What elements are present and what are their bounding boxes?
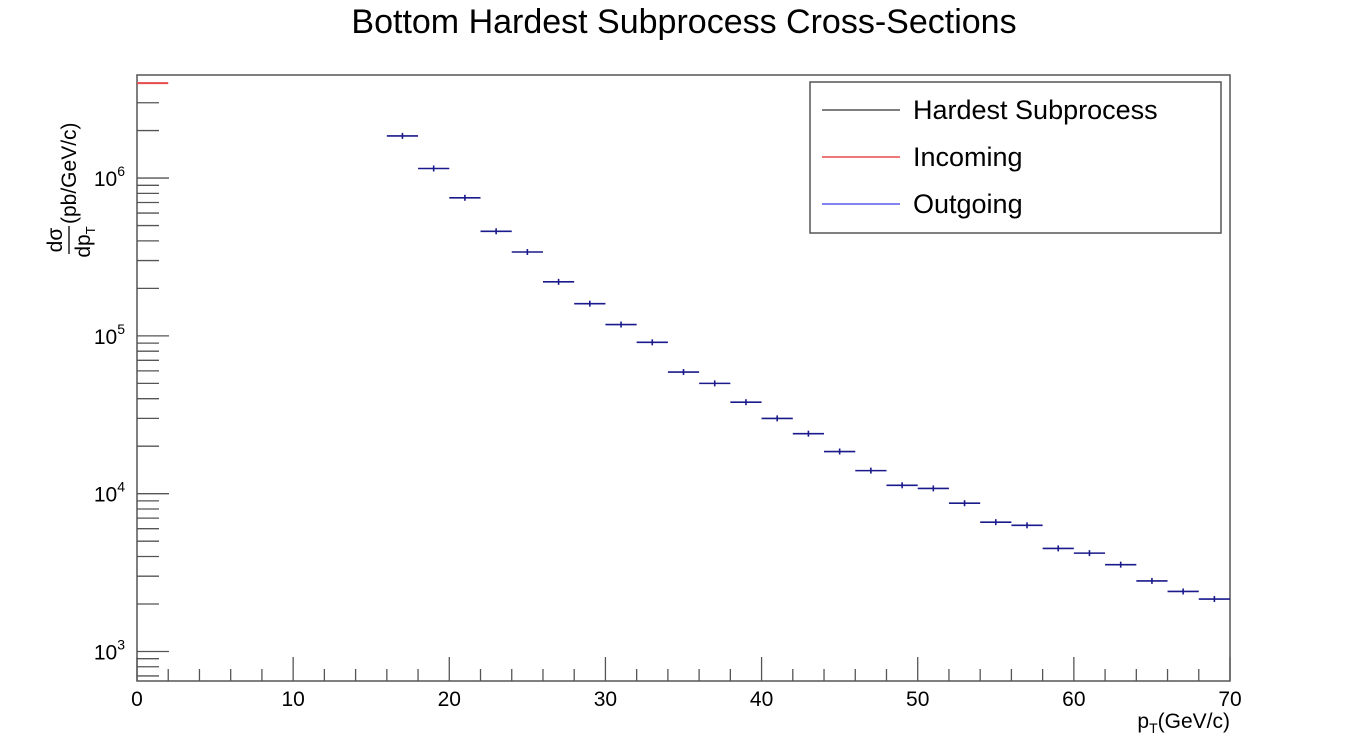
x-tick-label: 60 (1062, 688, 1085, 711)
x-axis-label: pT(GeV/c) (1137, 710, 1230, 736)
y-axis-label-numerator: dσ (44, 228, 67, 253)
x-axis-label-sub: T (1149, 720, 1158, 736)
x-tick-label: 40 (750, 688, 773, 711)
x-axis-label-main: p (1137, 710, 1149, 733)
y-tick-label: 104 (94, 479, 125, 507)
x-tick-label: 10 (281, 688, 304, 711)
plot-frame (136, 74, 1231, 682)
chart-title: Bottom Hardest Subprocess Cross-Sections (351, 3, 1016, 41)
y-axis-label-denominator: dpT (72, 226, 98, 257)
y-axis-label: dσ dpT (pb/GeV/c) (44, 122, 98, 257)
legend-entry-label: Incoming (913, 142, 1023, 172)
plot-area (136, 74, 1231, 682)
legend: Hardest Subprocess Incoming Outgoing (809, 81, 1222, 234)
y-axis-label-den-main: dp (72, 234, 95, 257)
x-axis-ticks: 0 10 20 30 40 50 60 70 (131, 657, 1242, 711)
x-tick-label: 30 (594, 688, 617, 711)
data-marks (137, 82, 1230, 603)
y-axis-label-units: (pb/GeV/c) (58, 122, 81, 224)
y-axis-ticks: 103 104 105 106 (94, 82, 169, 677)
x-tick-label: 20 (438, 688, 461, 711)
x-axis-label-rest: (GeV/c) (1158, 710, 1230, 733)
legend-entry-label: Outgoing (913, 189, 1023, 219)
x-tick-label: 50 (906, 688, 929, 711)
x-tick-label: 70 (1218, 688, 1241, 711)
y-tick-label: 106 (94, 163, 125, 191)
y-tick-label: 105 (94, 321, 125, 349)
x-tick-label: 0 (131, 688, 143, 711)
legend-entry-label: Hardest Subprocess (913, 95, 1158, 125)
y-axis-label-den-sub: T (83, 226, 98, 234)
y-tick-label: 103 (94, 636, 125, 664)
